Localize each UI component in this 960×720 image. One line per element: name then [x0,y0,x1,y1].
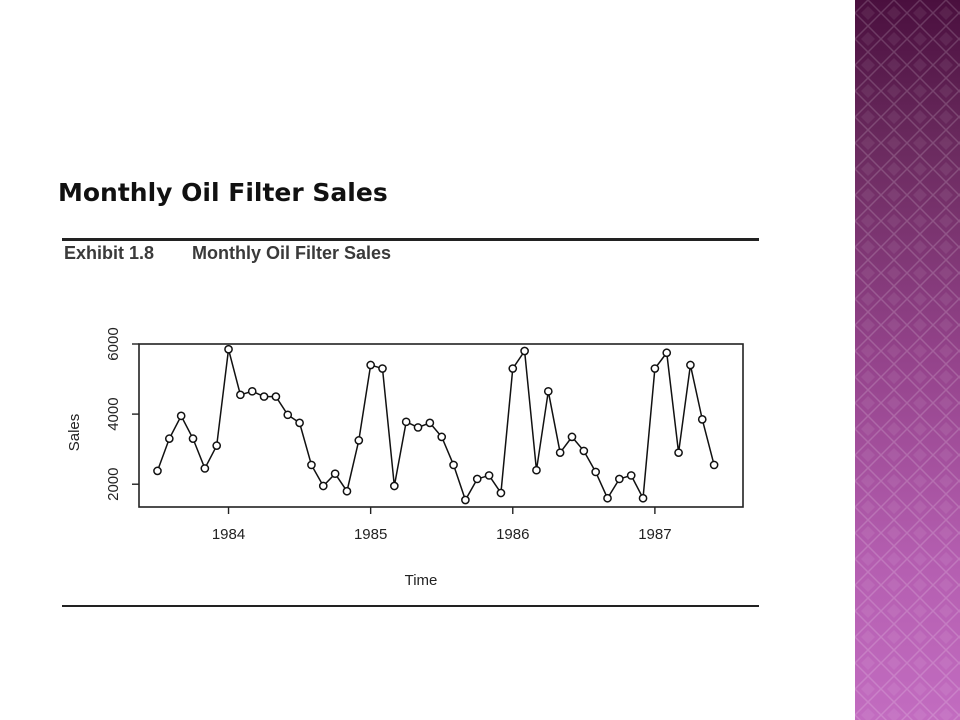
data-point-24 [425,418,435,428]
data-point-17 [342,486,352,496]
data-point-14 [307,460,316,470]
data-point-20 [378,364,387,373]
data-point-48 [709,460,719,470]
data-point-28 [472,474,482,484]
data-point-31 [508,364,518,373]
data-point-4 [188,434,198,443]
data-point-34 [543,386,553,396]
data-point-38 [591,467,601,477]
data-point-43 [650,364,660,373]
data-point-23 [413,423,423,432]
data-point-42 [638,493,648,503]
decorative-side-band [855,0,960,720]
x-tick-label-1986: 1986 [496,526,529,543]
data-point-15 [318,481,328,491]
data-point-5 [200,464,210,473]
y-tick-label-4000: 4000 [105,397,122,430]
data-point-35 [555,448,565,458]
data-point-19 [366,360,376,370]
data-point-46 [686,360,695,370]
data-point-9 [247,386,257,396]
data-point-30 [496,488,506,498]
data-point-26 [449,460,458,470]
data-point-21 [389,481,399,491]
y-tick-label-2000: 2000 [105,468,122,501]
data-point-16 [330,469,340,479]
data-point-37 [579,446,589,456]
data-point-39 [603,493,612,503]
x-axis-label: Time [405,572,438,589]
data-point-13 [295,418,304,428]
y-axis-label: Sales [66,414,83,452]
data-point-18 [354,436,364,445]
data-point-40 [615,474,624,484]
diamond-pattern [855,0,960,720]
data-point-47 [697,415,707,424]
x-tick-label-1987: 1987 [638,526,671,543]
data-point-2 [164,434,174,443]
plot-frame [138,343,744,508]
data-point-29 [484,471,494,480]
x-tick-label-1984: 1984 [212,526,245,543]
data-point-8 [236,390,245,400]
data-point-3 [176,411,186,421]
exhibit-top-rule [62,238,759,241]
data-point-32 [520,346,529,356]
data-point-33 [532,465,541,475]
exhibit-caption: Monthly Oil Filter Sales [192,243,392,263]
data-point-6 [212,441,222,451]
sales-line-chart: 1984 1985 1986 1987 2000 4000 6000 Time Sales [66,327,744,589]
slide-title: Monthly Oil Filter Sales [58,178,388,207]
x-tick-label-1985: 1985 [354,526,387,543]
data-point-25 [437,432,447,442]
data-point-7 [224,344,233,354]
data-point-41 [626,471,636,480]
exhibit-bottom-rule [62,605,759,607]
data-point-45 [674,448,683,458]
data-point-36 [567,432,577,442]
data-point-44 [662,348,672,358]
exhibit-header: Exhibit 1.8 Monthly Oil Filter Sales [64,243,391,264]
data-point-1 [153,466,162,476]
y-tick-label-6000: 6000 [105,327,122,360]
data-point-11 [271,392,281,401]
exhibit-label: Exhibit 1.8 [64,243,155,263]
data-point-10 [259,392,269,401]
data-point-27 [461,495,470,505]
data-point-22 [401,417,411,427]
data-point-12 [283,410,293,420]
